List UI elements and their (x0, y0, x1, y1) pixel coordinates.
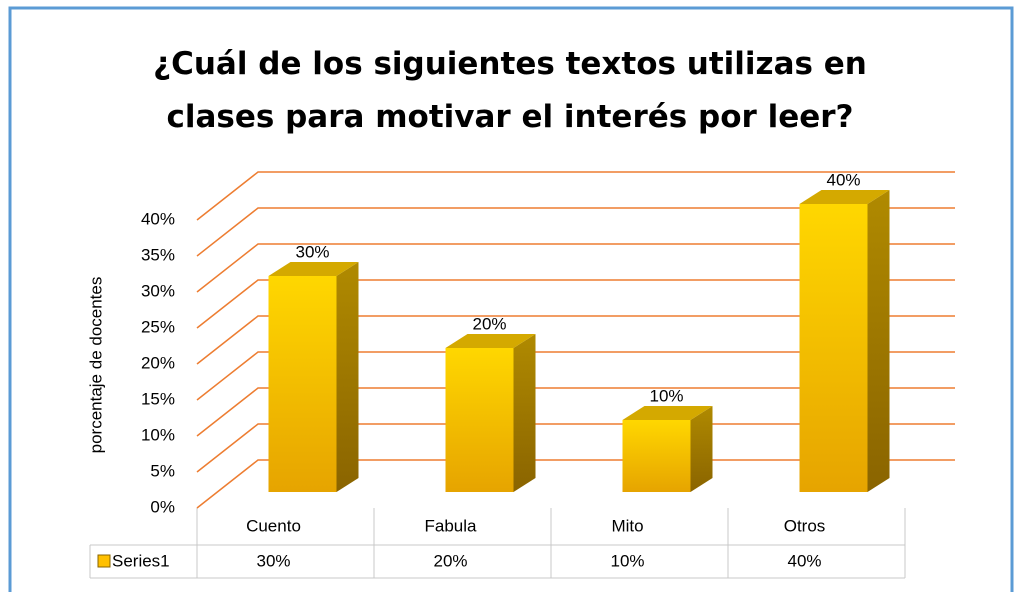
x-tick-label: Cuento (246, 516, 301, 535)
y-tick-label: 15% (141, 389, 175, 408)
x-tick-label: Fabula (425, 516, 478, 535)
y-tick-label: 10% (141, 425, 175, 444)
bar-side (867, 190, 890, 492)
bar (799, 204, 868, 492)
grid-line (196, 207, 955, 257)
bar-side (513, 334, 536, 492)
bar-top (268, 262, 359, 276)
data-label: 30% (295, 242, 329, 261)
grid-line (196, 459, 955, 509)
y-tick-label: 5% (150, 461, 175, 480)
data-label: 40% (826, 170, 860, 189)
y-tick-label: 35% (141, 245, 175, 264)
bar (445, 348, 514, 492)
bar-side (690, 406, 713, 492)
table-value: 40% (787, 551, 821, 570)
grid-line (196, 279, 955, 329)
bar-side (336, 262, 359, 492)
legend-label: Series1 (112, 551, 170, 570)
grid-line (196, 423, 955, 473)
y-tick-label: 20% (141, 353, 175, 372)
grid-line (196, 351, 955, 401)
table-value: 20% (433, 551, 467, 570)
bar-top (622, 406, 713, 420)
frame-border (8, 6, 1014, 592)
table-value: 10% (610, 551, 644, 570)
data-label: 10% (649, 386, 683, 405)
bar (622, 420, 691, 492)
bar-top (799, 190, 890, 204)
grid-line (196, 243, 955, 293)
legend-swatch (97, 554, 111, 568)
y-tick-label: 25% (141, 317, 175, 336)
y-tick-label: 0% (150, 497, 175, 516)
grid-line (196, 171, 955, 221)
table-value: 30% (256, 551, 290, 570)
bar (268, 276, 337, 492)
bar-top (445, 334, 536, 348)
grid-line (196, 387, 955, 437)
x-tick-label: Otros (784, 516, 826, 535)
chart-title: ¿Cuál de los siguientes textos utilizas … (153, 46, 867, 135)
y-axis-label: porcentaje de docentes (86, 277, 105, 454)
y-tick-label: 40% (141, 209, 175, 228)
y-tick-label: 30% (141, 281, 175, 300)
grid-line (196, 315, 955, 365)
data-table-lines (89, 508, 906, 579)
x-tick-label: Mito (611, 516, 643, 535)
data-label: 20% (472, 314, 506, 333)
